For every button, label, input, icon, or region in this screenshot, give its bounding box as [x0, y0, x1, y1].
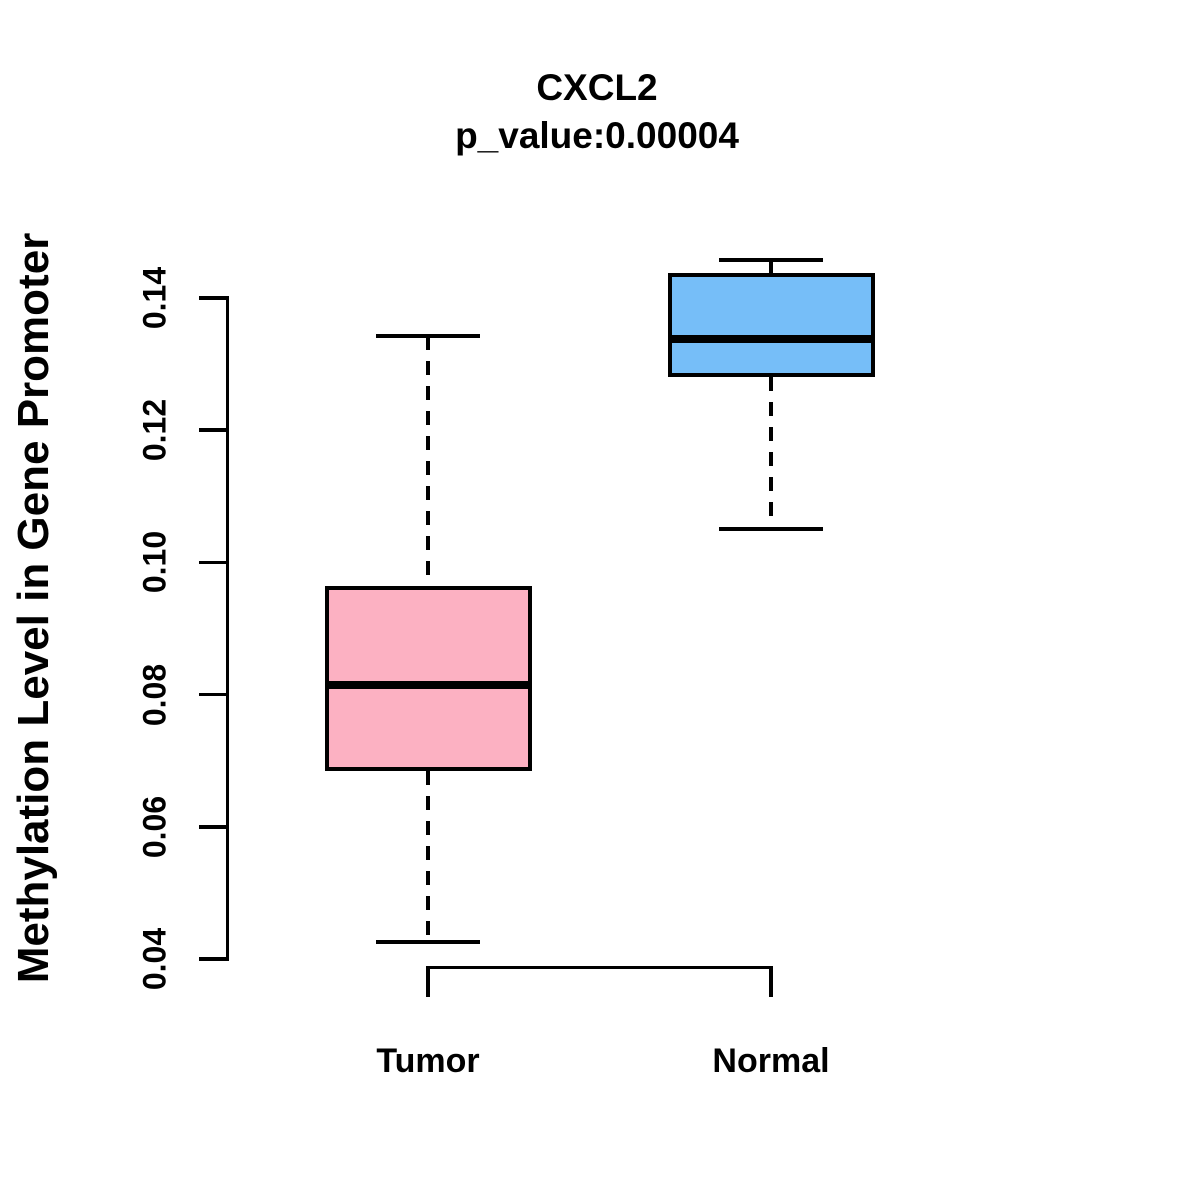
y-tick-mark [199, 560, 227, 565]
y-tick-label: 0.08 [136, 663, 173, 726]
tumor-box [324, 585, 532, 771]
tumor-lower-whisker [426, 770, 430, 942]
normal-lower-whisker-cap [719, 527, 823, 532]
y-tick-label: 0.06 [136, 795, 173, 858]
tumor-median-line [324, 680, 532, 689]
x-category-label-tumor: Tumor [376, 1042, 480, 1080]
tumor-upper-whisker-cap [376, 333, 480, 338]
normal-upper-whisker-cap [719, 257, 823, 262]
normal-lower-whisker [769, 377, 773, 530]
chart-title-block: CXCL2 p_value:0.00004 [455, 64, 739, 160]
y-axis-line [225, 296, 229, 961]
y-tick-label: 0.10 [136, 531, 173, 594]
x-category-label-normal: Normal [712, 1042, 830, 1080]
normal-median-line [667, 334, 875, 343]
x-axis-line [426, 965, 773, 969]
y-tick-mark [199, 428, 227, 432]
y-tick-label: 0.14 [136, 266, 173, 330]
normal-box [667, 272, 875, 378]
y-tick-mark [199, 692, 227, 697]
y-tick-mark [199, 825, 227, 829]
normal-upper-whisker [769, 259, 773, 273]
y-tick-label: 0.12 [136, 399, 173, 462]
chart-subtitle-pvalue: p_value:0.00004 [455, 115, 739, 156]
y-axis-label: Methylation Level in Gene Promoter [9, 232, 58, 984]
x-axis-tick-tumor [426, 965, 430, 997]
y-tick-label: 0.04 [136, 927, 173, 991]
y-tick-mark [199, 957, 227, 961]
tumor-upper-whisker [426, 335, 430, 586]
x-axis-tick-normal [769, 965, 773, 997]
chart-title: CXCL2 [536, 67, 658, 108]
y-tick-mark [199, 296, 227, 300]
tumor-lower-whisker-cap [376, 939, 480, 944]
